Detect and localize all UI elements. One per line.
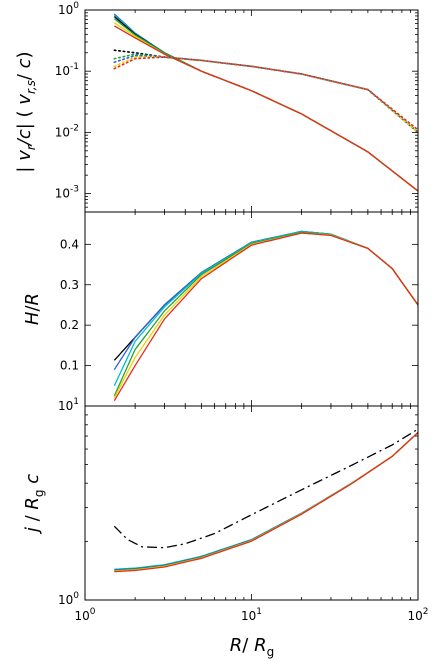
y-tick-label-middle: 0.4 bbox=[60, 237, 79, 251]
ylabel-middle: H/R bbox=[22, 293, 43, 325]
y-tick-label-bottom: 100 bbox=[58, 591, 79, 607]
series-bottom-solid-5 bbox=[114, 432, 419, 573]
y-tick-label-middle: 0.2 bbox=[60, 318, 79, 332]
ylabel-top: | vr/c| ( vr,s/ c) bbox=[14, 51, 38, 172]
panel-top: 100 10-1 10-2 10-3 bbox=[55, 1, 419, 213]
x-tick-label: 102 bbox=[407, 607, 428, 623]
frame-bottom bbox=[84, 405, 419, 601]
series-group-middle bbox=[113, 230, 419, 402]
x-tick-label: 100 bbox=[74, 607, 95, 623]
y-tick-label-top: 10-1 bbox=[55, 62, 79, 78]
series-group-bottom bbox=[113, 428, 419, 573]
series-middle-solid-5 bbox=[113, 232, 419, 402]
axes-bottom: 101 100 bbox=[58, 397, 418, 607]
axes-middle: 0.1 0.2 0.3 0.4 bbox=[60, 212, 418, 406]
series-group-top bbox=[113, 13, 419, 192]
panel-bottom: 101 100 bbox=[58, 397, 419, 607]
y-tick-label-top: 10-3 bbox=[55, 185, 79, 201]
y-tick-label-top: 10-2 bbox=[55, 123, 79, 139]
x-tick-labels: 100 101 102 bbox=[74, 607, 428, 623]
series-top-dotted-10 bbox=[113, 56, 419, 131]
series-top-solid-5 bbox=[113, 25, 419, 192]
xlabel: R/ Rg bbox=[230, 635, 274, 659]
x-tick-label: 101 bbox=[241, 607, 262, 623]
series-bottom-dashdot-0 bbox=[113, 428, 419, 549]
y-tick-label-middle: 0.3 bbox=[60, 278, 79, 292]
y-tick-label-middle: 0.1 bbox=[60, 359, 79, 373]
panel-middle: 0.1 0.2 0.3 0.4 bbox=[60, 211, 419, 407]
y-tick-label-top: 100 bbox=[58, 1, 79, 17]
y-tick-label-bottom: 101 bbox=[58, 397, 79, 413]
ylabel-bottom: j / Rg c bbox=[22, 474, 46, 535]
